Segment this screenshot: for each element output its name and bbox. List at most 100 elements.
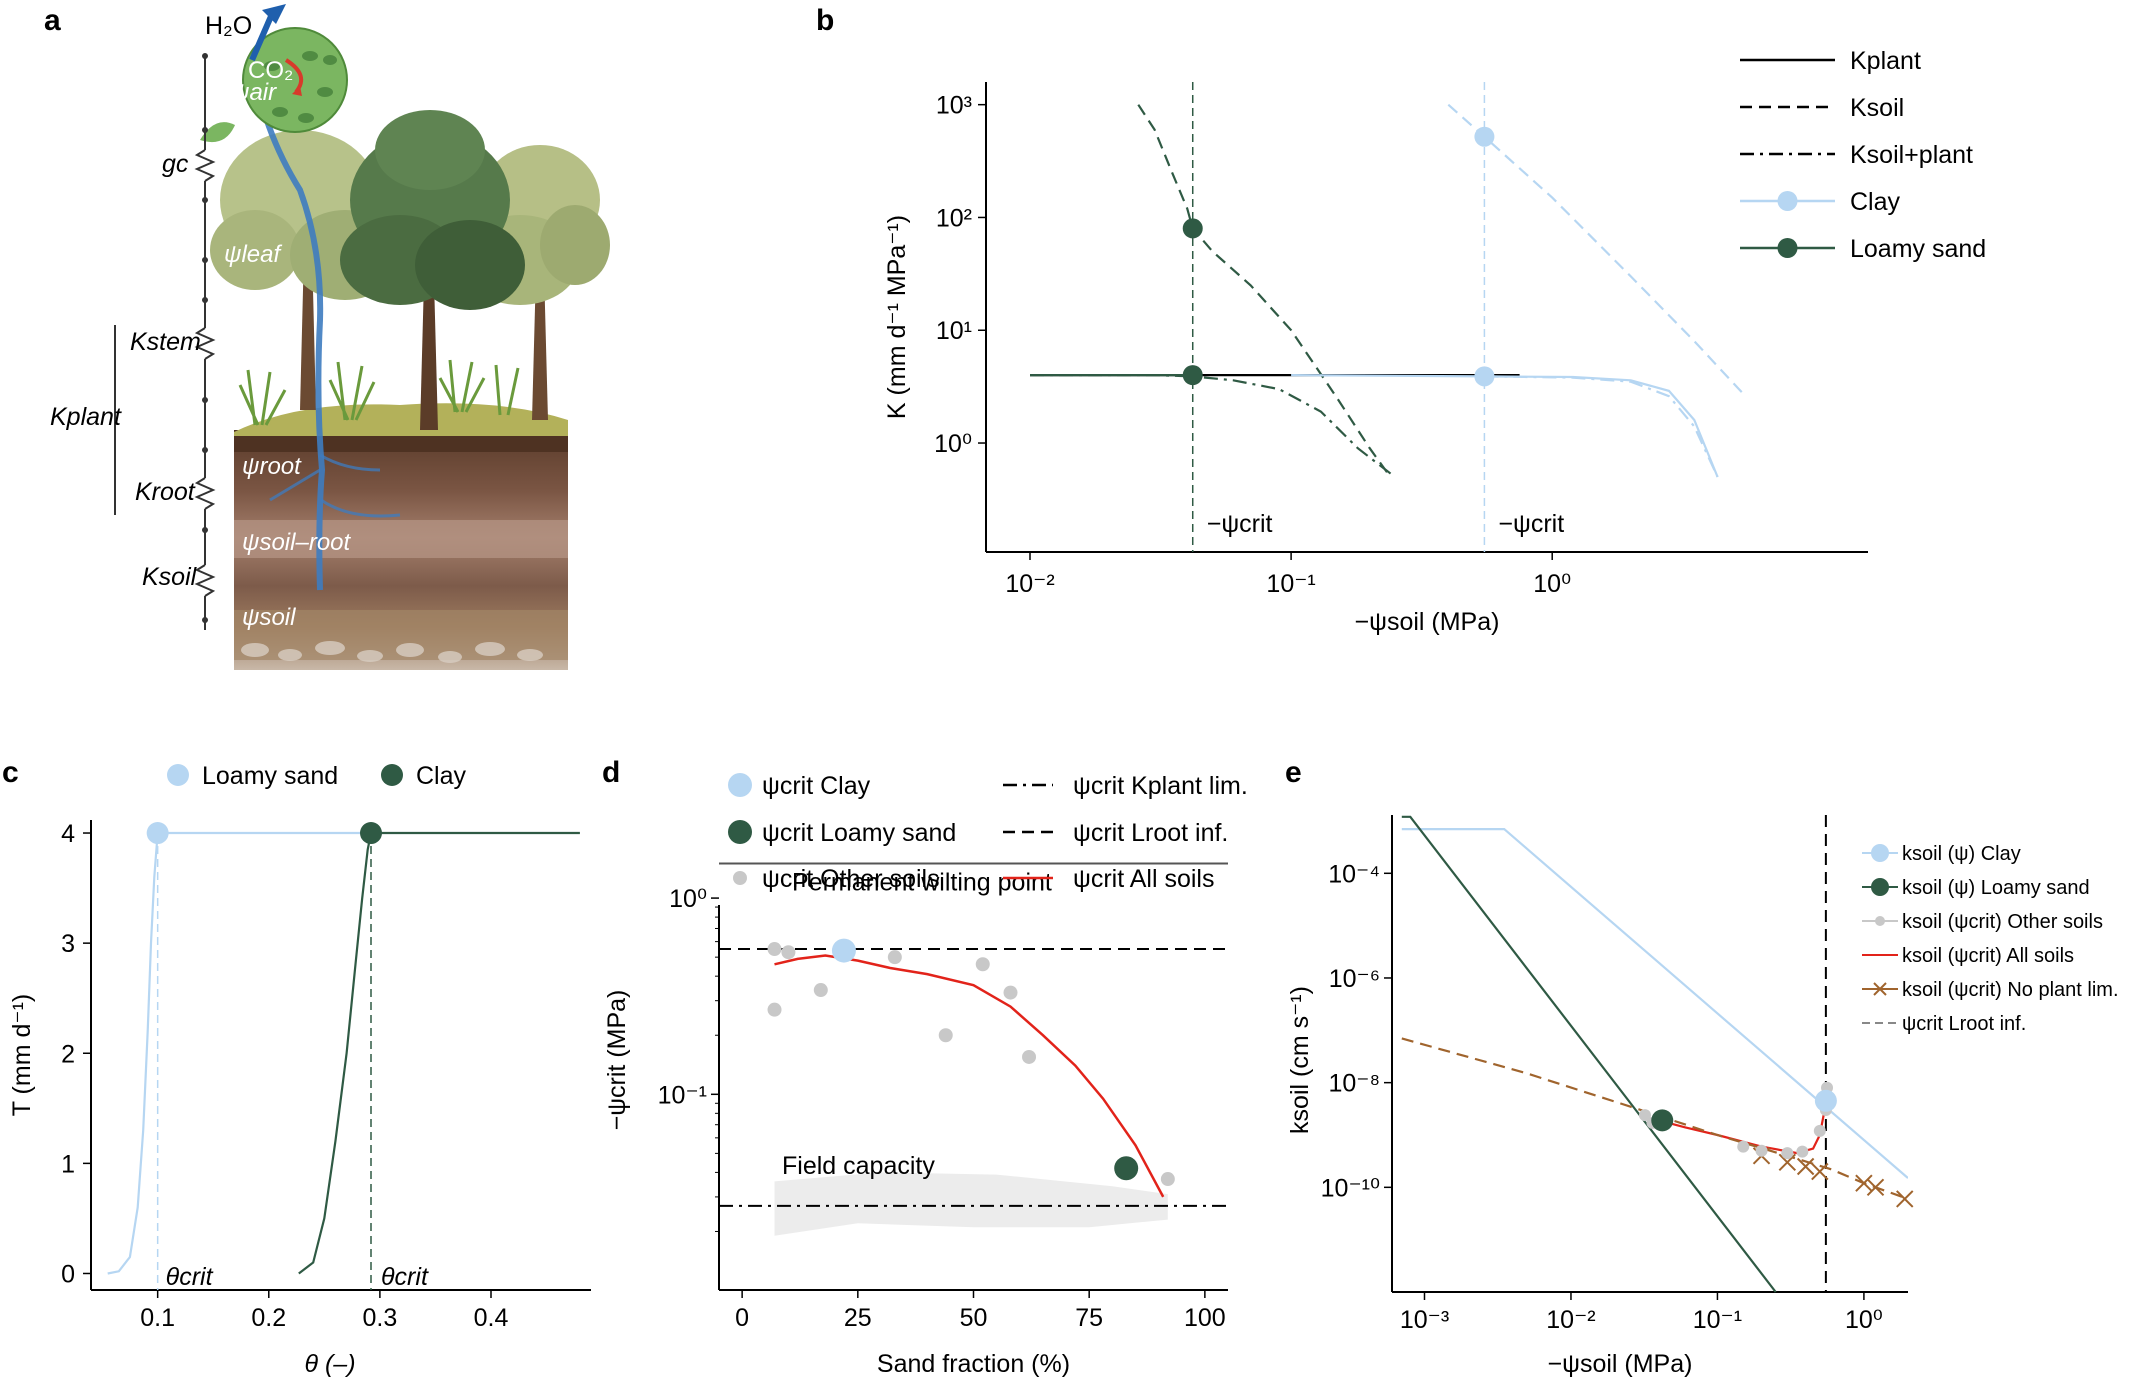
y-tick-label: 10² bbox=[936, 204, 972, 232]
x-axis-label: −ψsoil (MPa) bbox=[1355, 608, 1500, 636]
y-tick-label: 10⁰ bbox=[669, 885, 707, 913]
x-tick-label: 10⁻¹ bbox=[1266, 570, 1315, 598]
legend-label: ksoil (ψ) Clay bbox=[1902, 843, 2021, 865]
theta-crit-annotation: θcrit bbox=[381, 1263, 429, 1291]
other-soil-point bbox=[1813, 1124, 1826, 1137]
x-tick-label: 0.4 bbox=[474, 1304, 509, 1332]
y-tick-label: 10⁰ bbox=[934, 430, 972, 458]
x-tick-label: 0.3 bbox=[363, 1304, 398, 1332]
x-tick-label: 0.2 bbox=[251, 1304, 286, 1332]
psi-crit-annotation: −ψcrit bbox=[1207, 510, 1273, 538]
y-tick-label: 10⁻⁶ bbox=[1329, 965, 1380, 993]
legend-label: ψcrit Kplant lim. bbox=[1073, 772, 1248, 800]
legend-label: Ksoil+plant bbox=[1850, 141, 1973, 169]
other-soil-point bbox=[767, 1002, 782, 1017]
x-tick-label: 10⁻² bbox=[1005, 570, 1054, 598]
y-tick-label: 10⁻⁸ bbox=[1328, 1070, 1380, 1098]
series-line bbox=[107, 831, 369, 1275]
series-line bbox=[1291, 374, 1719, 478]
series-line bbox=[1401, 827, 1908, 1179]
resistor-network bbox=[114, 56, 216, 630]
legend-swatch-marker bbox=[1777, 191, 1798, 211]
legend-label: ksoil (ψ) Loamy sand bbox=[1902, 877, 2090, 899]
panel-label-e: e bbox=[1285, 756, 1302, 789]
other-soil-point bbox=[1781, 1147, 1794, 1160]
legend-marker bbox=[728, 820, 752, 844]
legend-label: ksoil (ψcrit) Other soils bbox=[1902, 911, 2103, 933]
y-tick-label: 4 bbox=[61, 820, 75, 848]
panel-label-d: d bbox=[602, 756, 620, 789]
other-soil-point bbox=[1160, 1172, 1175, 1187]
no-plant-lim-marker bbox=[1896, 1190, 1914, 1208]
legend-label: Loamy sand bbox=[1850, 235, 1986, 263]
other-soil-point bbox=[975, 957, 990, 972]
psi-soil-root-label: ψsoil–root bbox=[242, 529, 352, 556]
series-line bbox=[1030, 374, 1396, 478]
y-tick-label: 0 bbox=[61, 1260, 75, 1288]
psi-leaf-label: ψleaf bbox=[224, 241, 282, 268]
legend-marker bbox=[733, 871, 747, 885]
other-soil-point bbox=[813, 983, 828, 998]
psi-root-label: ψroot bbox=[242, 453, 302, 480]
series-line bbox=[1447, 103, 1747, 397]
data-point bbox=[360, 822, 382, 845]
y-tick-label: 1 bbox=[61, 1150, 75, 1178]
data-point bbox=[1182, 365, 1203, 386]
legend-label: ψcrit Clay bbox=[762, 772, 871, 800]
kroot-label: Kroot bbox=[135, 478, 196, 506]
legend-label: Clay bbox=[416, 762, 467, 790]
no-plant-lim-marker bbox=[1866, 1178, 1885, 1197]
no-plant-lim-marker bbox=[1778, 1153, 1797, 1172]
panel-label-c: c bbox=[2, 756, 19, 789]
panel-e: e 10⁻³ 10⁻² 10⁻¹ 10⁰ 10⁻¹⁰ 10⁻⁸ 10⁻⁶ 10⁻⁴ −ψsoil… bbox=[1285, 756, 2119, 1378]
series-line bbox=[298, 831, 580, 1275]
y-tick-label: 10⁻¹ bbox=[658, 1081, 707, 1109]
y-tick-label: 10⁻¹⁰ bbox=[1321, 1174, 1380, 1202]
other-soil-point bbox=[938, 1028, 953, 1043]
x-tick-label: 75 bbox=[1075, 1304, 1103, 1332]
panel-a: a bbox=[44, 4, 610, 670]
psi-air-label: ψair bbox=[232, 79, 277, 106]
panel-label-b: b bbox=[816, 4, 834, 37]
other-soil-point bbox=[767, 942, 782, 957]
no-plant-lim-marker bbox=[1796, 1157, 1815, 1176]
y-tick-label: 10¹ bbox=[936, 317, 972, 345]
y-tick-label: 3 bbox=[61, 930, 75, 958]
legend-marker bbox=[728, 773, 752, 797]
legend-label: Ksoil bbox=[1850, 94, 1904, 122]
legend-label: Kplant bbox=[1850, 47, 1921, 75]
series-line bbox=[1137, 104, 1392, 478]
x-tick-label: 25 bbox=[844, 1304, 872, 1332]
x-tick-label: 10⁰ bbox=[1533, 570, 1571, 598]
x-tick-label: 10⁻³ bbox=[1400, 1306, 1449, 1334]
all-soils-fit-line bbox=[774, 954, 1165, 1198]
legend-label: ψcrit Lroot inf. bbox=[1073, 819, 1228, 847]
legend-marker bbox=[1875, 916, 1885, 926]
x-tick-label: 50 bbox=[960, 1304, 988, 1332]
data-point bbox=[1182, 218, 1203, 239]
other-soil-point bbox=[1022, 1049, 1037, 1064]
y-tick-label: 10³ bbox=[936, 92, 972, 120]
data-point bbox=[1474, 366, 1495, 387]
other-soil-point bbox=[1737, 1140, 1750, 1153]
co2-label: CO₂ bbox=[248, 57, 293, 84]
psi-soil-label: ψsoil bbox=[242, 604, 296, 631]
x-axis-label: θ (–) bbox=[304, 1350, 355, 1378]
legend-label: ψcrit All soils bbox=[1073, 865, 1214, 893]
data-point bbox=[1474, 126, 1495, 147]
data-point bbox=[146, 822, 169, 845]
x-tick-label: 10⁻² bbox=[1546, 1306, 1595, 1334]
field-capacity-band bbox=[774, 1172, 1168, 1236]
panel-c: c 0.1 0.2 0.3 0.4 0 1 2 3 4 θ (–) T (mm d⁻¹) θcrit θ… bbox=[2, 756, 591, 1378]
legend-swatch-marker bbox=[1777, 238, 1798, 258]
legend-marker bbox=[1871, 878, 1889, 896]
leaf-icon bbox=[200, 122, 235, 143]
other-soil-point bbox=[781, 945, 796, 960]
panel-label-a: a bbox=[44, 4, 61, 37]
series-line bbox=[1401, 1037, 1908, 1200]
legend-label: ksoil (ψcrit) All soils bbox=[1902, 945, 2074, 967]
loamy-sand-point bbox=[1651, 1109, 1674, 1132]
clay-point bbox=[1814, 1089, 1837, 1112]
no-plant-lim-marker bbox=[1811, 1162, 1829, 1181]
h2o-label: H₂O bbox=[205, 12, 252, 40]
